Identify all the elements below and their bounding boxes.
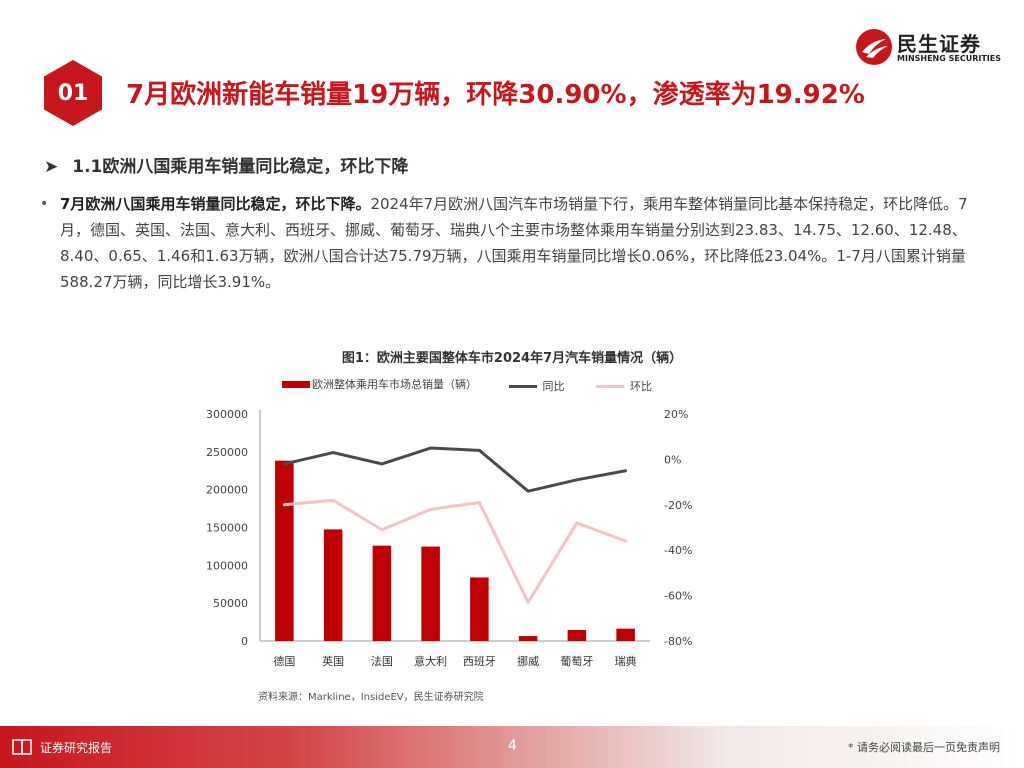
footer-bar: 证券研究报告 4 * 请务必阅读最后一页免责声明 xyxy=(0,726,1024,768)
logo-text-cn: 民生证券 xyxy=(897,32,981,56)
x-tick-label: 瑞典 xyxy=(615,654,637,668)
x-tick-label: 葡萄牙 xyxy=(560,655,593,668)
y-tick-label-left: 150000 xyxy=(206,522,248,535)
y-tick-label-left: 250000 xyxy=(206,446,248,459)
legend-label-yoy: 同比 xyxy=(542,380,565,393)
minsheng-logo-icon xyxy=(856,29,892,65)
x-tick-label: 西班牙 xyxy=(463,655,496,668)
bar xyxy=(616,628,635,641)
y-tick-label-left: 200000 xyxy=(206,484,248,497)
chart-legend: 欧洲整体乘用车市场总销量（辆） 同比 环比 xyxy=(282,376,680,394)
x-tick-label: 法国 xyxy=(371,654,393,668)
chart-source: 资料来源：Markline，InsideEV，民生证券研究院 xyxy=(258,692,484,703)
y-tick-label-left: 300000 xyxy=(206,408,248,421)
x-tick-label: 意大利 xyxy=(414,654,447,668)
bullet-icon: • xyxy=(40,196,49,212)
y-tick-label-right: -60% xyxy=(664,590,692,603)
summary-paragraph: 7月欧洲八国乘用车销量同比稳定，环比下降。2024年7月欧洲八国汽车市场销量下行… xyxy=(60,191,980,295)
section-heading-text: 1.1欧洲八国乘用车销量同比稳定，环比下降 xyxy=(72,157,409,177)
legend-swatch-mom xyxy=(596,384,624,388)
page-number: 4 xyxy=(508,738,517,754)
y-tick-label-right: -20% xyxy=(664,499,692,512)
x-tick-label: 德国 xyxy=(273,654,295,668)
y-tick-label-right: 0% xyxy=(664,453,681,466)
line-series-yoy xyxy=(282,446,628,493)
y-tick-label-right: -40% xyxy=(664,544,692,557)
legend-item-mom: 环比 xyxy=(596,378,652,394)
x-tick-label: 英国 xyxy=(322,654,344,668)
brand-logo: 民生证券 MINSHENG SECURITIES xyxy=(855,26,1005,68)
summary-lead: 7月欧洲八国乘用车销量同比稳定，环比下降。 xyxy=(60,195,371,213)
bar xyxy=(421,546,440,641)
bar xyxy=(275,460,294,641)
line-series-mom xyxy=(282,498,628,604)
logo-text-en: MINSHENG SECURITIES xyxy=(897,54,1001,63)
bar xyxy=(323,529,343,641)
y-tick-label-left: 50000 xyxy=(213,597,248,610)
bar xyxy=(470,577,489,641)
legend-label-bar: 欧洲整体乘用车市场总销量（辆） xyxy=(312,378,477,391)
bar xyxy=(372,545,392,641)
arrow-right-icon: ➤ xyxy=(44,157,59,177)
bar xyxy=(518,636,538,641)
legend-swatch-yoy xyxy=(508,384,537,388)
y-tick-label-left: 100000 xyxy=(206,559,248,572)
y-tick-label-right: -80% xyxy=(664,635,692,648)
bar xyxy=(567,629,587,641)
legend-item-yoy: 同比 xyxy=(508,378,565,394)
y-tick-label-left: 0 xyxy=(241,635,248,648)
sales-chart: 0 50000 100000 150000 200000 250000 300000 -80%… xyxy=(206,408,692,668)
book-icon xyxy=(12,739,32,756)
legend-item-bar: 欧洲整体乘用车市场总销量（辆） xyxy=(282,376,477,392)
summary-body: 2024年7月欧洲八国汽车市场销量下行，乘用车整体销量同比基本保持稳定，环比降低… xyxy=(60,195,968,291)
section-heading: ➤ 1.1欧洲八国乘用车销量同比稳定，环比下降 xyxy=(44,152,408,177)
x-tick-label: 挪威 xyxy=(517,654,539,668)
y-tick-label-right: 20% xyxy=(664,408,688,421)
chart-title: 图1：欧洲主要国整体车市2024年7月汽车销量情况（辆） xyxy=(341,351,683,366)
page-title: 7月欧洲新能车销量19万辆，环降30.90%，渗透率为19.92% xyxy=(126,80,865,110)
legend-swatch-bar xyxy=(282,380,310,388)
section-number-badge: 01 xyxy=(44,60,102,126)
footer-label: 证券研究报告 xyxy=(40,741,113,755)
legend-label-mom: 环比 xyxy=(630,380,652,393)
section-number: 01 xyxy=(57,80,89,106)
footer-disclaimer: * 请务必阅读最后一页免责声明 xyxy=(848,741,1000,754)
